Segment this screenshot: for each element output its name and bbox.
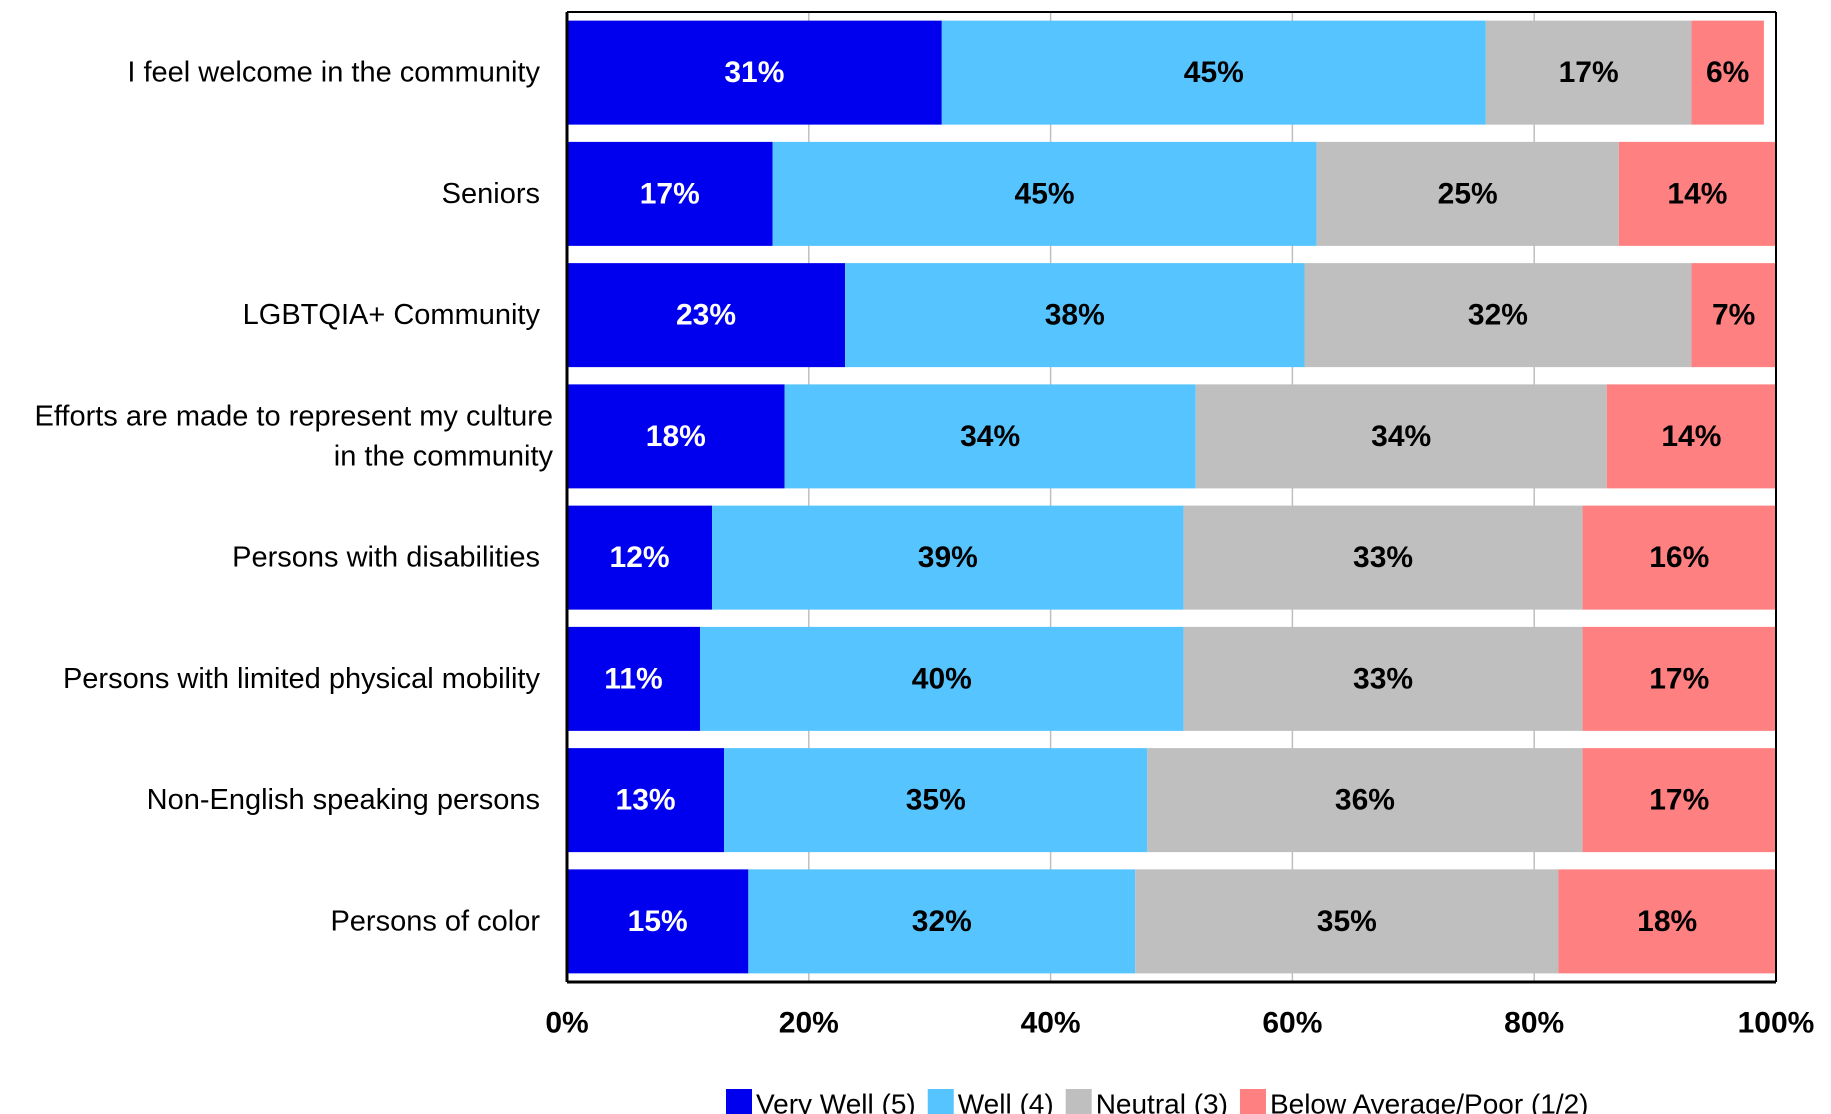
data-label: 7% [1712,299,1755,332]
bar-segment [1558,869,1776,974]
bar-segment [748,869,1136,974]
bar-segment [567,626,700,731]
data-label: 34% [1371,420,1431,453]
bar-segment [941,20,1486,125]
x-tick-label: 100% [1738,1007,1815,1040]
category-label: Seniors [442,178,540,210]
data-label: 34% [960,420,1020,453]
bar-segment [1195,384,1607,489]
bar-segment [845,263,1305,368]
data-label: 23% [676,299,736,332]
bar-segment [567,505,713,610]
legend-swatch [1239,1089,1266,1114]
legend-label: Neutral (3) [1096,1089,1228,1114]
category-label: Persons with disabilities [232,542,540,574]
x-tick-label: 80% [1504,1007,1564,1040]
data-label: 17% [1649,662,1709,695]
bar-segment [567,869,749,974]
bar-segment [1582,626,1776,731]
x-tick-label: 0% [545,1007,588,1040]
data-label: 33% [1353,541,1413,574]
data-label: 15% [628,905,688,938]
legend-label: Below Average/Poor (1/2) [1270,1089,1589,1114]
category-label: LGBTQIA+ Community [243,299,541,331]
legend-label: Well (4) [958,1089,1054,1114]
data-label: 6% [1706,56,1749,89]
bar-segment [1183,626,1583,731]
data-label: 45% [1015,177,1075,210]
category-label: Persons with limited physical mobility [63,663,541,695]
legend-swatch [927,1089,954,1114]
data-label: 38% [1045,299,1105,332]
data-label: 12% [610,541,670,574]
data-label: 14% [1667,177,1727,210]
data-label: 36% [1335,784,1395,817]
data-label: 16% [1649,541,1709,574]
category-label: in the community [334,440,554,472]
bar-segment [1582,505,1776,610]
data-label: 25% [1438,177,1498,210]
data-label: 39% [918,541,978,574]
axes [565,11,1777,984]
legend-swatch [726,1089,752,1114]
data-label: 17% [640,177,700,210]
legend-swatch [1065,1089,1092,1114]
bar-segment [772,141,1317,246]
data-label: 17% [1649,784,1709,817]
x-tick-label: 20% [779,1007,839,1040]
bar-segment [1691,20,1764,125]
data-label: 33% [1353,662,1413,695]
bar-segment [567,384,785,489]
category-label: Efforts are made to represent my culture [35,400,553,432]
data-label: 18% [646,420,706,453]
x-tick-label: 40% [1021,1007,1081,1040]
bar-segment [724,748,1148,853]
bar-segment [1304,263,1692,368]
data-label: 32% [912,905,972,938]
category-label: Persons of color [330,905,540,937]
bar-segment [567,263,846,368]
x-tick-label: 60% [1262,1007,1322,1040]
data-label: 11% [604,662,662,695]
x-tick-labels: 0% 20% 40% 60% 80% 100% [545,1007,1814,1040]
data-label: 35% [1317,905,1377,938]
bar-segment [1582,748,1776,853]
legend-label: Very Well (5) [756,1089,916,1114]
data-label: 35% [906,784,966,817]
bars [567,20,1776,974]
data-label: 18% [1637,905,1697,938]
data-label: 32% [1468,299,1528,332]
data-labels: 31% 45% 17% 6% 17% 45% 25% 14% 23% 38% 32% 7% 18% 34%… [604,56,1755,938]
data-label: 13% [616,784,676,817]
data-label: 31% [724,56,784,89]
bar-segment [1606,384,1776,489]
bar-segment [1183,505,1583,610]
bar-segment [1147,748,1583,853]
bar-segment [712,505,1184,610]
bar-segment [1135,869,1559,974]
bar-segment [1485,20,1692,125]
data-label: 40% [912,662,972,695]
data-label: 45% [1184,56,1244,89]
data-label: 17% [1559,56,1619,89]
bar-segment [567,20,942,125]
bar-segment [1691,263,1776,368]
category-label: Non-English speaking persons [147,784,540,816]
bar-segment [699,626,1184,731]
data-label: 14% [1661,420,1721,453]
bar-segment [1618,141,1776,246]
legend: Very Well (5) Well (4) Neutral (3) Below Av… [726,1089,1589,1114]
category-labels: I feel welcome in the community Seniors LG… [35,57,554,938]
bar-segment [784,384,1196,489]
bar-segment [567,748,725,853]
bar-segment [567,141,773,246]
bar-segment [1316,141,1619,246]
category-label: I feel welcome in the community [127,57,540,89]
